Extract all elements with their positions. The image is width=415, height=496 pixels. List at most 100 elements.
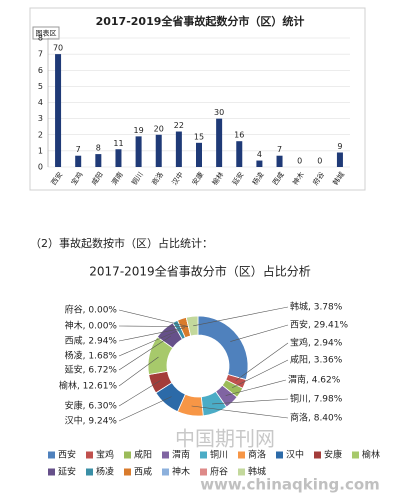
- legend-swatch: [276, 451, 283, 459]
- legend-swatch: [48, 451, 55, 459]
- legend-swatch: [238, 468, 245, 476]
- donut-segment: [185, 315, 199, 337]
- data-label: 11: [113, 139, 123, 148]
- data-label: 0: [317, 157, 322, 166]
- leader-line: [235, 342, 289, 381]
- legend-label: 咸阳: [134, 449, 152, 461]
- data-label: 杨凌, 1.68%: [65, 350, 118, 362]
- y-tick-label: 8: [38, 34, 43, 43]
- leader-line: [118, 356, 159, 387]
- data-label: 7: [76, 145, 81, 154]
- bar: [336, 152, 343, 167]
- legend-label: 商洛: [248, 449, 266, 461]
- leader-line: [118, 309, 189, 327]
- data-label: 0: [297, 157, 302, 166]
- legend-swatch: [162, 451, 169, 459]
- y-tick-label: 5: [38, 82, 43, 91]
- legend-label: 安康: [324, 449, 342, 461]
- data-label: 西咸, 2.94%: [65, 335, 118, 347]
- y-tick-label: 3: [38, 114, 43, 123]
- bar: [115, 149, 122, 167]
- data-label: 16: [234, 131, 244, 140]
- pie-chart: 西安, 29.41% 宝鸡, 2.94% 咸阳, 3.36% 渭南, 4.62% 铜川,…: [48, 301, 380, 478]
- tooltip: 图表区: [36, 29, 57, 38]
- bar: [236, 141, 243, 167]
- y-tick-label: 0: [38, 163, 43, 172]
- legend-swatch: [48, 468, 55, 476]
- leader-line: [232, 359, 289, 389]
- data-label: 神木, 0.00%: [65, 320, 118, 332]
- data-label: 延安, 6.72%: [65, 364, 118, 376]
- data-label: 70: [53, 44, 63, 53]
- bar: [216, 118, 223, 167]
- legend-label: 府谷: [210, 466, 228, 478]
- leader-line: [118, 335, 171, 371]
- chart-frame: [29, 7, 366, 191]
- data-label: 渭南, 4.62%: [288, 374, 341, 386]
- watermark: 中国期刊网: [175, 427, 275, 451]
- leader-line: [118, 380, 161, 407]
- bar: [55, 54, 62, 167]
- legend-label: 渭南: [172, 449, 190, 461]
- legend-label: 韩城: [248, 466, 266, 478]
- leader-line: [118, 329, 180, 357]
- data-label: 榆林, 12.61%: [59, 380, 117, 392]
- bar: [155, 134, 162, 167]
- legend-swatch: [200, 468, 207, 476]
- legend-swatch: [86, 451, 93, 459]
- legend-label: 榆林: [362, 449, 380, 461]
- data-label: 7: [277, 145, 282, 154]
- bar: [175, 131, 182, 167]
- legend-swatch: [124, 468, 131, 476]
- data-label: 9: [337, 142, 342, 151]
- data-label: 19: [134, 126, 144, 135]
- legend-label: 延安: [58, 466, 76, 478]
- legend-swatch: [162, 468, 169, 476]
- data-label: 20: [154, 124, 164, 133]
- data-label: 汉中, 9.24%: [65, 415, 118, 427]
- y-tick-label: 4: [38, 98, 43, 107]
- y-tick-label: 6: [38, 66, 43, 75]
- leader-line: [212, 398, 289, 405]
- pie-title: 2017-2019全省事故分市（区）占比分析: [89, 264, 310, 279]
- tooltip-box: [32, 26, 60, 40]
- leader-line: [193, 306, 289, 327]
- legend-swatch: [200, 451, 207, 459]
- legend-label: 神木: [172, 466, 190, 478]
- y-tick-label: 2: [38, 130, 43, 139]
- watermark-url: www.chinaqking.com: [200, 476, 380, 494]
- leader-line: [191, 405, 289, 419]
- data-label: 安康, 6.30%: [65, 400, 118, 412]
- legend-swatch: [124, 451, 131, 459]
- data-label: 铜川, 7.98%: [290, 393, 343, 405]
- legend-label: 西安: [58, 449, 76, 461]
- legend-swatch: [314, 451, 321, 459]
- legend-label: 杨凌: [96, 466, 114, 478]
- legend-label: 西咸: [134, 466, 152, 478]
- data-label: 4: [257, 150, 262, 159]
- bar: [276, 155, 283, 167]
- section-heading: （2）事故起数按市（区）占比统计：: [30, 236, 213, 250]
- leader-line: [225, 379, 287, 396]
- data-label: 商洛, 8.40%: [290, 412, 343, 424]
- data-label: 咸阳, 3.36%: [290, 354, 343, 366]
- bar: [256, 160, 263, 167]
- legend-label: 汉中: [286, 449, 304, 461]
- leader-line: [118, 325, 189, 327]
- bar: [196, 142, 202, 167]
- legend-label: 宝鸡: [96, 449, 114, 461]
- y-tick-label: 1: [38, 146, 43, 155]
- bar: [75, 155, 82, 167]
- data-label: 30: [214, 108, 224, 117]
- legend-swatch: [352, 451, 359, 459]
- data-label: 西安, 29.41%: [290, 319, 348, 331]
- legend-swatch: [86, 468, 93, 476]
- bar-title: 2017-2019全省事故起数分市（区）统计: [96, 14, 305, 28]
- legend-swatch: [238, 451, 245, 459]
- bar: [135, 136, 142, 167]
- data-label: 府谷, 0.00%: [65, 304, 118, 316]
- leader-line: [118, 396, 172, 422]
- data-label: 宝鸡, 2.94%: [290, 337, 343, 349]
- leader-line: [118, 327, 185, 342]
- data-label: 15: [194, 132, 204, 141]
